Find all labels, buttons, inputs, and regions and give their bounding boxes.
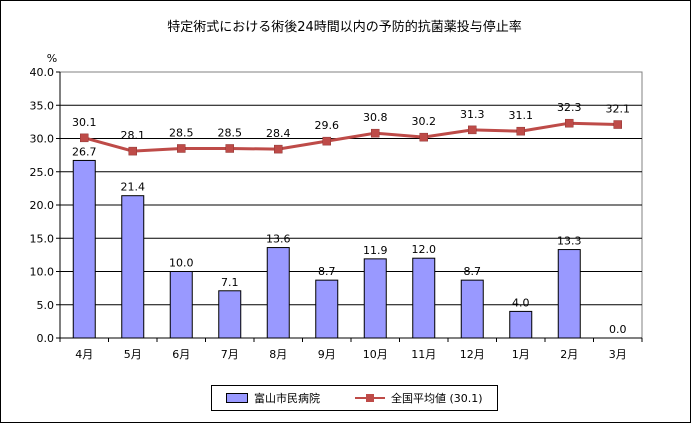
y-tick-label: 40.0	[30, 66, 55, 79]
bar-data-label: 4.0	[512, 296, 530, 309]
x-tick-label: 8月	[269, 348, 287, 361]
chart-title: 特定術式における術後24時間以内の予防的抗菌薬投与停止率	[167, 20, 522, 35]
line-point	[225, 144, 234, 153]
legend-bar-label: 富山市民病院	[254, 392, 320, 405]
bar-data-label: 10.0	[169, 257, 194, 270]
bar-data-label: 21.4	[121, 181, 146, 194]
legend-bar-swatch	[226, 393, 248, 403]
bar	[169, 271, 193, 339]
bar-data-label: 13.6	[266, 233, 291, 246]
x-tick-label: 12月	[460, 348, 485, 361]
x-tick-label: 3月	[609, 348, 627, 361]
legend-item-line: 全国平均値 (30.1)	[355, 390, 483, 406]
line-point	[177, 144, 186, 153]
x-tick-label: 1月	[512, 348, 530, 361]
line-point	[371, 128, 380, 138]
bar	[412, 257, 436, 339]
y-tick-label: 10.0	[30, 266, 55, 279]
x-tick-label: 7月	[221, 348, 239, 361]
bar	[218, 290, 242, 339]
line-point	[516, 126, 525, 136]
line-data-label: 31.3	[460, 108, 485, 121]
x-tick-label: 10月	[363, 348, 388, 361]
legend-line-label: 全国平均値 (30.1)	[391, 392, 483, 405]
x-tick-label: 5月	[124, 348, 142, 361]
line-point	[468, 125, 477, 135]
line-data-label: 31.1	[509, 109, 534, 122]
x-tick-label: 4月	[75, 348, 93, 361]
line-data-label: 30.2	[412, 115, 437, 128]
y-tick-label: 35.0	[30, 99, 55, 112]
bar-data-label: 8.7	[464, 265, 482, 278]
y-tick-label: 5.0	[37, 299, 55, 312]
legend: 富山市民病院 全国平均値 (30.1)	[211, 385, 498, 411]
y-tick-label: 25.0	[30, 166, 55, 179]
legend-item-bar: 富山市民病院	[226, 390, 320, 406]
bar	[315, 279, 339, 339]
bar-data-label: 13.3	[557, 235, 582, 248]
bar-data-label: 0.0	[609, 323, 627, 336]
series-line	[83, 121, 618, 153]
bar-data-label: 8.7	[318, 265, 336, 278]
line-point	[80, 133, 89, 143]
bar	[121, 195, 145, 339]
bar-data-label: 26.7	[72, 145, 97, 158]
bar-data-label: 11.9	[363, 244, 388, 257]
x-tick-label: 9月	[318, 348, 336, 361]
y-unit-label: %	[47, 52, 57, 65]
legend-line-swatch	[355, 393, 385, 403]
x-tick-label: 6月	[172, 348, 190, 361]
line-point	[565, 118, 574, 128]
bar	[72, 159, 96, 339]
bar	[557, 249, 581, 339]
line-data-label: 28.4	[266, 127, 291, 140]
line-point	[613, 120, 622, 129]
y-tick-label: 0.0	[37, 332, 55, 345]
line-point	[128, 146, 137, 156]
line-data-label: 28.5	[169, 126, 194, 139]
y-tick-label: 20.0	[30, 199, 55, 212]
line-point	[419, 132, 428, 142]
x-tick-label: 11月	[411, 348, 436, 361]
line-data-label: 30.8	[363, 111, 388, 124]
bar	[363, 258, 387, 339]
line-point	[274, 144, 283, 154]
x-tick-label: 2月	[560, 348, 578, 361]
line-data-label: 32.1	[606, 103, 631, 116]
bar	[460, 279, 484, 339]
line-data-label: 30.1	[72, 116, 97, 129]
line-data-label: 28.5	[218, 126, 243, 139]
line-point	[322, 136, 331, 146]
line-data-label: 29.6	[315, 119, 340, 132]
bar-data-label: 12.0	[412, 243, 437, 256]
bar	[266, 247, 290, 339]
y-tick-label: 30.0	[30, 133, 55, 146]
bar-data-label: 7.1	[221, 276, 239, 289]
line-data-label: 32.3	[557, 101, 582, 114]
y-tick-label: 15.0	[30, 232, 55, 245]
line-data-label: 28.1	[121, 129, 146, 142]
bar	[509, 310, 533, 339]
